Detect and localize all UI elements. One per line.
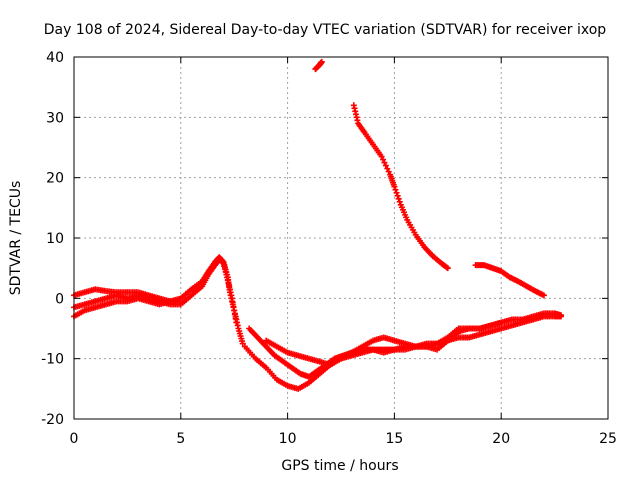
series-arc-1b	[71, 256, 240, 326]
x-tick-label: 20	[492, 431, 510, 447]
x-tick-label: 5	[176, 431, 185, 447]
y-tick-label: 0	[55, 291, 64, 307]
data-point	[239, 340, 246, 347]
series-arc-3	[312, 58, 325, 73]
data-point	[396, 198, 403, 205]
data-point	[382, 162, 389, 169]
chart-title: Day 108 of 2024, Sidereal Day-to-day VTE…	[44, 22, 607, 38]
data-point	[395, 195, 402, 202]
y-tick-label: -20	[41, 412, 64, 428]
data-point	[233, 319, 240, 326]
series-arc-1c	[71, 295, 184, 320]
series-arc-5	[472, 262, 547, 299]
grid	[74, 57, 608, 419]
x-tick-label: 10	[279, 431, 297, 447]
data-point	[381, 159, 388, 166]
y-tick-label: 40	[46, 50, 64, 66]
data-point	[378, 153, 385, 160]
data-point	[318, 58, 325, 65]
series-arc-4	[350, 102, 451, 272]
x-tick-label: 0	[70, 431, 79, 447]
data-point	[391, 183, 398, 190]
data-point	[385, 168, 392, 175]
ticks: 0 5 10 15 20 25 -20 -10 0 10 20 30 40	[41, 50, 617, 447]
data-point	[392, 186, 399, 193]
data-point	[393, 189, 400, 196]
y-tick-label: 20	[46, 171, 64, 187]
data-point	[540, 292, 547, 299]
x-tick-label: 15	[385, 431, 403, 447]
y-tick-label: 10	[46, 231, 64, 247]
series-arc-2c	[263, 319, 505, 368]
x-axis-label: GPS time / hours	[281, 458, 398, 474]
data-point	[380, 156, 387, 163]
y-tick-label: 30	[46, 110, 64, 126]
data-point	[177, 298, 184, 305]
y-tick-label: -10	[41, 352, 64, 368]
data-point	[498, 319, 505, 326]
data-point	[394, 192, 401, 199]
data-points	[71, 58, 565, 392]
y-axis-label: SDTVAR / TECUs	[8, 181, 24, 296]
x-tick-label: 25	[599, 431, 617, 447]
series-arc-2a	[246, 313, 565, 380]
data-point	[444, 265, 451, 272]
data-point	[384, 165, 391, 172]
data-point	[443, 264, 450, 271]
data-point	[558, 312, 565, 319]
